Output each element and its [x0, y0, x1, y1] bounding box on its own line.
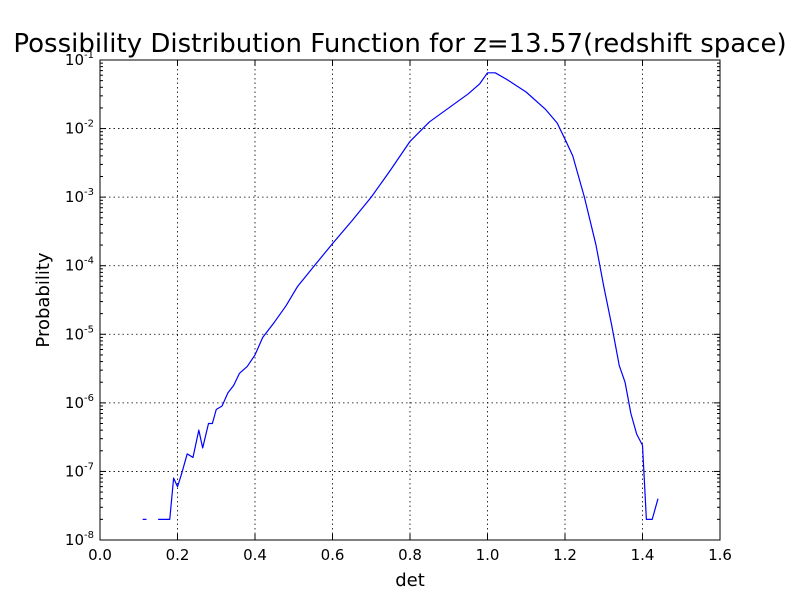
y-tick-label: 10-3	[65, 187, 94, 206]
series-line	[158, 72, 659, 520]
x-tick-label: 1.4	[631, 546, 655, 564]
x-tick-label: 1.6	[708, 546, 732, 564]
y-axis-label: Probability	[33, 252, 54, 347]
y-tick-label: 10-4	[65, 256, 94, 275]
y-tick-label: 10-5	[65, 324, 94, 343]
axis-ticks	[99, 59, 721, 541]
y-tick-label: 10-7	[65, 461, 94, 480]
y-tick-labels: 10-8 10-7 10-6 10-5 10-4 10-3 10-2 10-1	[65, 50, 94, 549]
gridlines	[100, 60, 720, 540]
chart-title: Possibility Distribution Function for z=…	[13, 29, 786, 59]
x-tick-labels: 0.0 0.2 0.4 0.6 0.8 1.0 1.2 1.4 1.6	[88, 546, 732, 564]
x-tick-label: 0.8	[398, 546, 422, 564]
x-axis-label: det	[395, 570, 425, 591]
y-tick-label: 10-1	[65, 50, 94, 69]
x-tick-label: 1.0	[476, 546, 500, 564]
x-tick-label: 1.2	[553, 546, 577, 564]
y-tick-label: 10-2	[65, 119, 94, 138]
y-tick-label: 10-6	[65, 393, 94, 412]
series-layer	[142, 72, 659, 520]
x-tick-label: 0.0	[88, 546, 112, 564]
x-tick-label: 0.2	[166, 546, 190, 564]
x-tick-label: 0.4	[243, 546, 267, 564]
x-tick-label: 0.6	[321, 546, 345, 564]
y-tick-label: 10-8	[65, 530, 94, 549]
